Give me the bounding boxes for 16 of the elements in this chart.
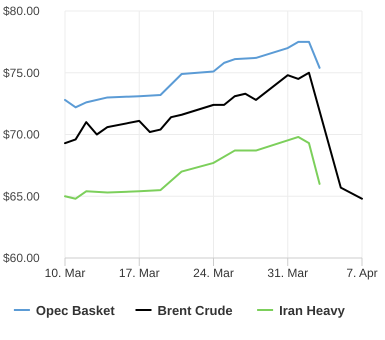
line-series [64, 136, 321, 200]
y-tick-label: $65.00 [3, 189, 40, 204]
y-tick-label: $70.00 [3, 128, 40, 142]
y-tick-label: $75.00 [3, 66, 40, 80]
x-tick-label: 7. Apr [346, 266, 378, 280]
x-tick-label: 17. Mar [118, 266, 160, 280]
legend-label: Brent Crude [158, 303, 233, 318]
legend-label: Opec Basket [36, 303, 116, 318]
line-series [64, 40, 321, 108]
legend-label: Iran Heavy [279, 303, 346, 318]
line-series [64, 72, 363, 200]
x-tick-label: 10. Mar [44, 266, 86, 280]
x-tick-label: 31. Mar [267, 266, 308, 280]
y-tick-label: $80.00 [3, 4, 40, 18]
x-tick-label: 24. Mar [193, 266, 234, 280]
y-tick-label: $60.00 [3, 251, 40, 265]
